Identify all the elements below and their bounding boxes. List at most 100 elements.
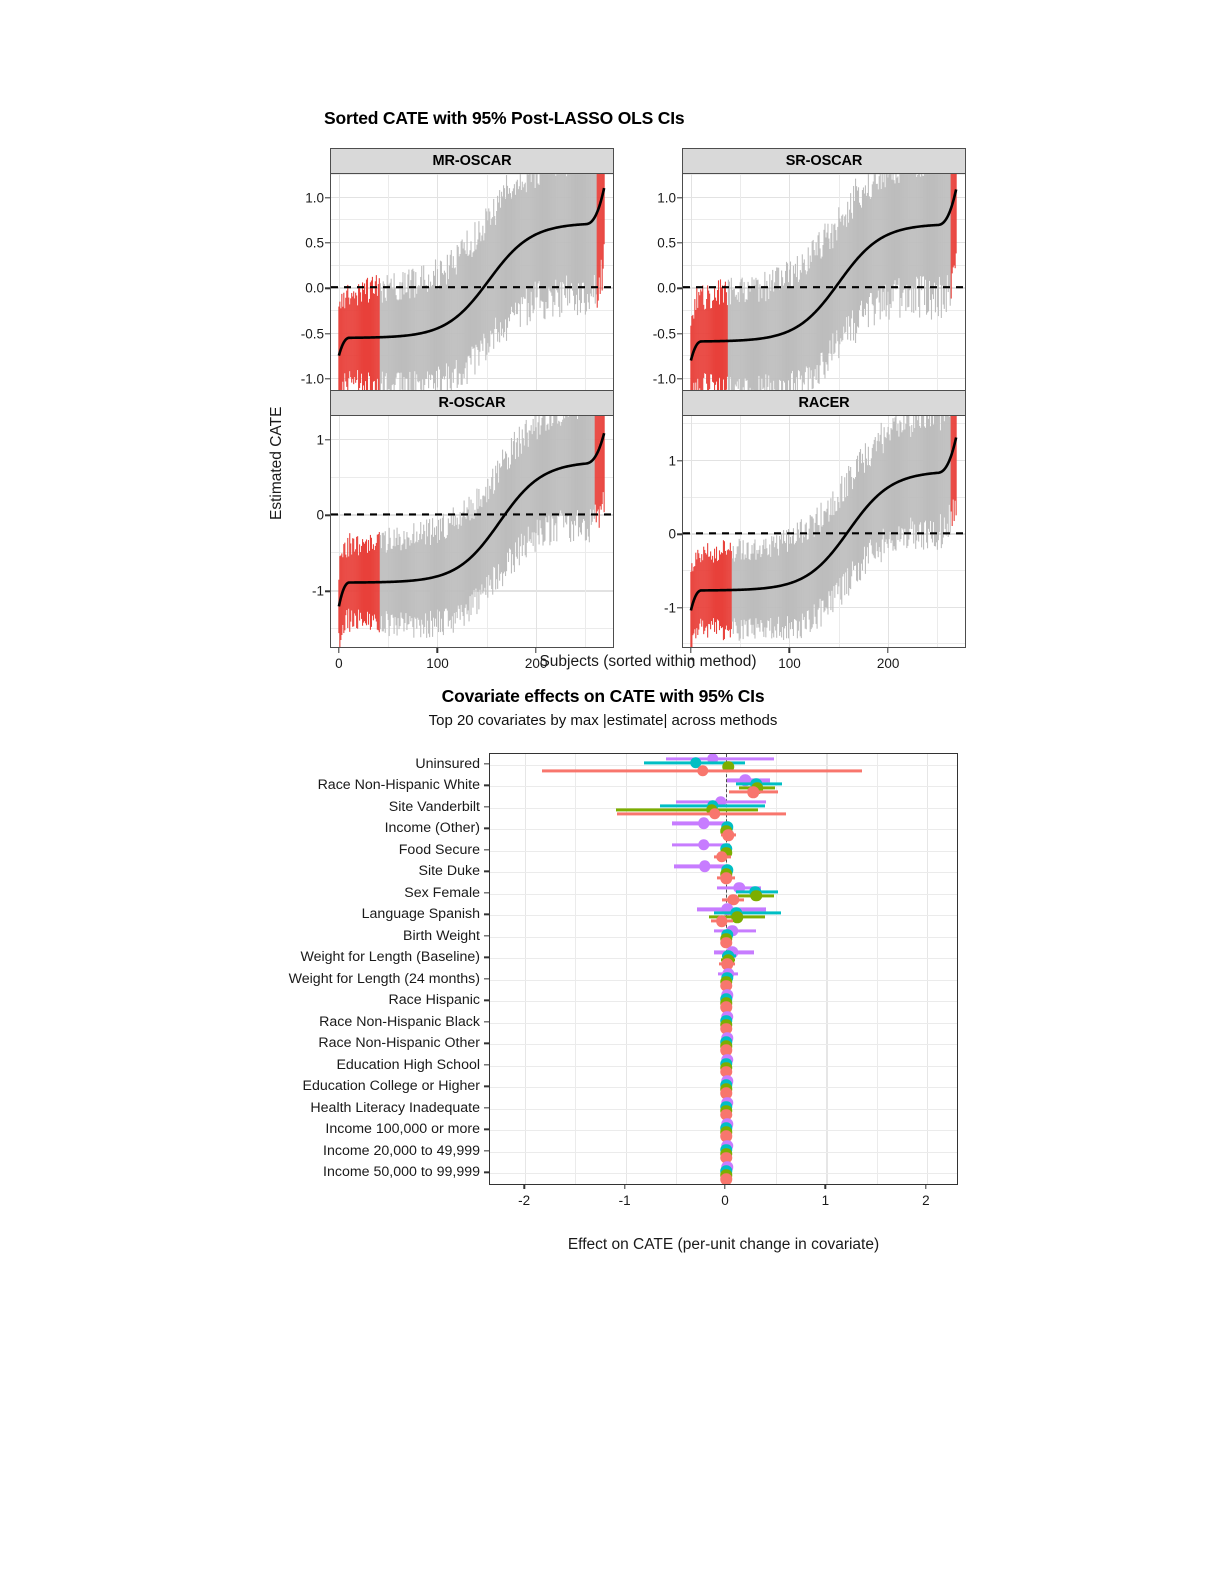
covariate-chart-subtitle: Top 20 covariates by max |estimate| acro… [428,712,778,729]
cate-y-tick-mark [677,606,682,609]
covariate-x-tick-mark [523,1184,525,1189]
covariate-y-tick-mark [484,1150,489,1152]
gridline-minor [683,496,965,498]
gridline-major [525,754,527,1184]
covariate-y-tick-mark [484,784,489,786]
estimate-point [697,764,709,777]
cate-y-tick-mark [325,378,330,380]
facet-panel-sr-oscar [682,174,966,406]
covariate-x-tick-mark [623,1184,626,1189]
estimate-point [720,1022,732,1035]
gridline-minor [776,754,778,1184]
estimate-point [716,915,728,927]
estimate-point [709,807,721,820]
covariate-y-tick-mark [484,913,489,915]
cate-ribbon-and-curve [683,416,965,647]
cate-x-tick-mark [436,648,439,653]
gridline-major [683,196,965,199]
sorted-cate-figure: Sorted CATE with 95% Post-LASSO OLS CIs … [262,100,966,680]
covariate-label: Race Non-Hispanic Other [318,1035,480,1052]
covariate-y-tick-mark [484,1064,489,1066]
gridline-major [331,438,613,441]
estimate-point [720,1173,732,1184]
covariate-label: Race Hispanic [388,992,480,1009]
covariate-label: Food Secure [398,841,480,858]
covariate-y-tick-mark [484,1171,489,1173]
cate-ribbon-and-curve [683,174,965,404]
covariate-label: Birth Weight [402,927,480,944]
gridline-major [625,754,627,1184]
gridline-minor [331,355,613,357]
cate-y-tick-label: 0 [316,507,324,523]
cate-y-tick-mark [677,287,682,289]
facet-panel-racer [682,416,966,648]
estimate-point [720,1108,732,1121]
cate-y-tick-mark [677,378,682,380]
cate-x-tick-mark [887,648,889,653]
gridline-row [490,786,957,788]
covariate-y-tick-mark [484,892,489,894]
covariate-x-tick-mark [925,1184,927,1189]
cate-y-tick-label: 1.0 [305,190,324,206]
cate-y-tick-mark [325,332,330,335]
cate-ribbon-and-curve [331,416,613,647]
gridline-minor [876,754,878,1184]
cate-y-tick-mark [325,196,330,199]
covariate-y-tick-mark [484,1085,489,1087]
cate-y-tick-label: -0.5 [300,326,324,342]
covariate-chart-title: Covariate effects on CATE with 95% CIs [441,686,765,706]
gridline-minor [740,416,742,647]
cate-y-tick-mark [677,196,682,199]
cate-y-tick-label: -1 [663,600,676,616]
covariate-y-tick-mark [484,806,489,808]
cate-ribbon-and-curve [331,174,613,405]
estimate-point [750,889,762,902]
facet-strip-label: RACER [682,390,966,416]
estimate-point [707,754,719,765]
gridline-major [683,377,965,380]
estimate-point [720,1087,732,1099]
facet-strip-label: R-OSCAR [330,390,614,416]
cate-y-tick-mark [325,590,330,592]
covariate-y-tick-mark [484,1021,489,1023]
covariate-x-tick-label: -2 [518,1193,531,1208]
estimate-point [747,786,759,798]
gridline-major [331,377,613,380]
gridline-minor [331,628,613,630]
gridline-major [331,241,613,244]
covariate-label: Income 20,000 to 49,999 [323,1142,480,1159]
cate-y-tick-label: 1 [668,453,676,469]
gridline-major [789,416,791,647]
estimate-point [690,757,702,769]
covariate-y-tick-mark [484,1107,489,1109]
gridline-minor [331,219,613,221]
estimate-point [720,1001,732,1013]
covariate-label: Uninsured [415,755,480,772]
estimate-point [715,796,727,808]
cate-y-tick-label: -1.0 [652,371,676,387]
estimate-point [720,1044,732,1056]
gridline-major [331,514,613,516]
covariate-x-axis-label: Effect on CATE (per-unit change in covar… [567,1236,880,1253]
estimate-point [699,860,711,873]
estimate-point [722,760,734,773]
facet-strip-label: SR-OSCAR [682,148,966,174]
cate-x-tick-mark [535,648,537,653]
estimate-point [720,1130,732,1142]
gridline-minor [683,174,965,175]
covariate-x-tick-label: 1 [821,1193,830,1208]
cate-chart-title: Sorted CATE with 95% Post-LASSO OLS CIs [324,108,685,128]
cate-y-tick-mark [677,460,682,462]
covariate-x-tick-mark [824,1184,827,1189]
covariate-x-tick-label: 0 [721,1193,729,1208]
cate-x-tick-mark [338,648,340,653]
cate-y-tick-label: -1 [311,583,324,599]
covariate-y-tick-mark [484,849,489,851]
cate-y-tick-mark [677,533,682,536]
covariate-label: Income 100,000 or more [325,1121,480,1138]
cate-x-tick-mark [690,648,692,653]
covariate-label: Health Literacy Inadequate [310,1099,480,1116]
estimate-point [721,903,733,916]
confidence-interval-bar [616,812,787,816]
gridline-major [683,460,965,462]
